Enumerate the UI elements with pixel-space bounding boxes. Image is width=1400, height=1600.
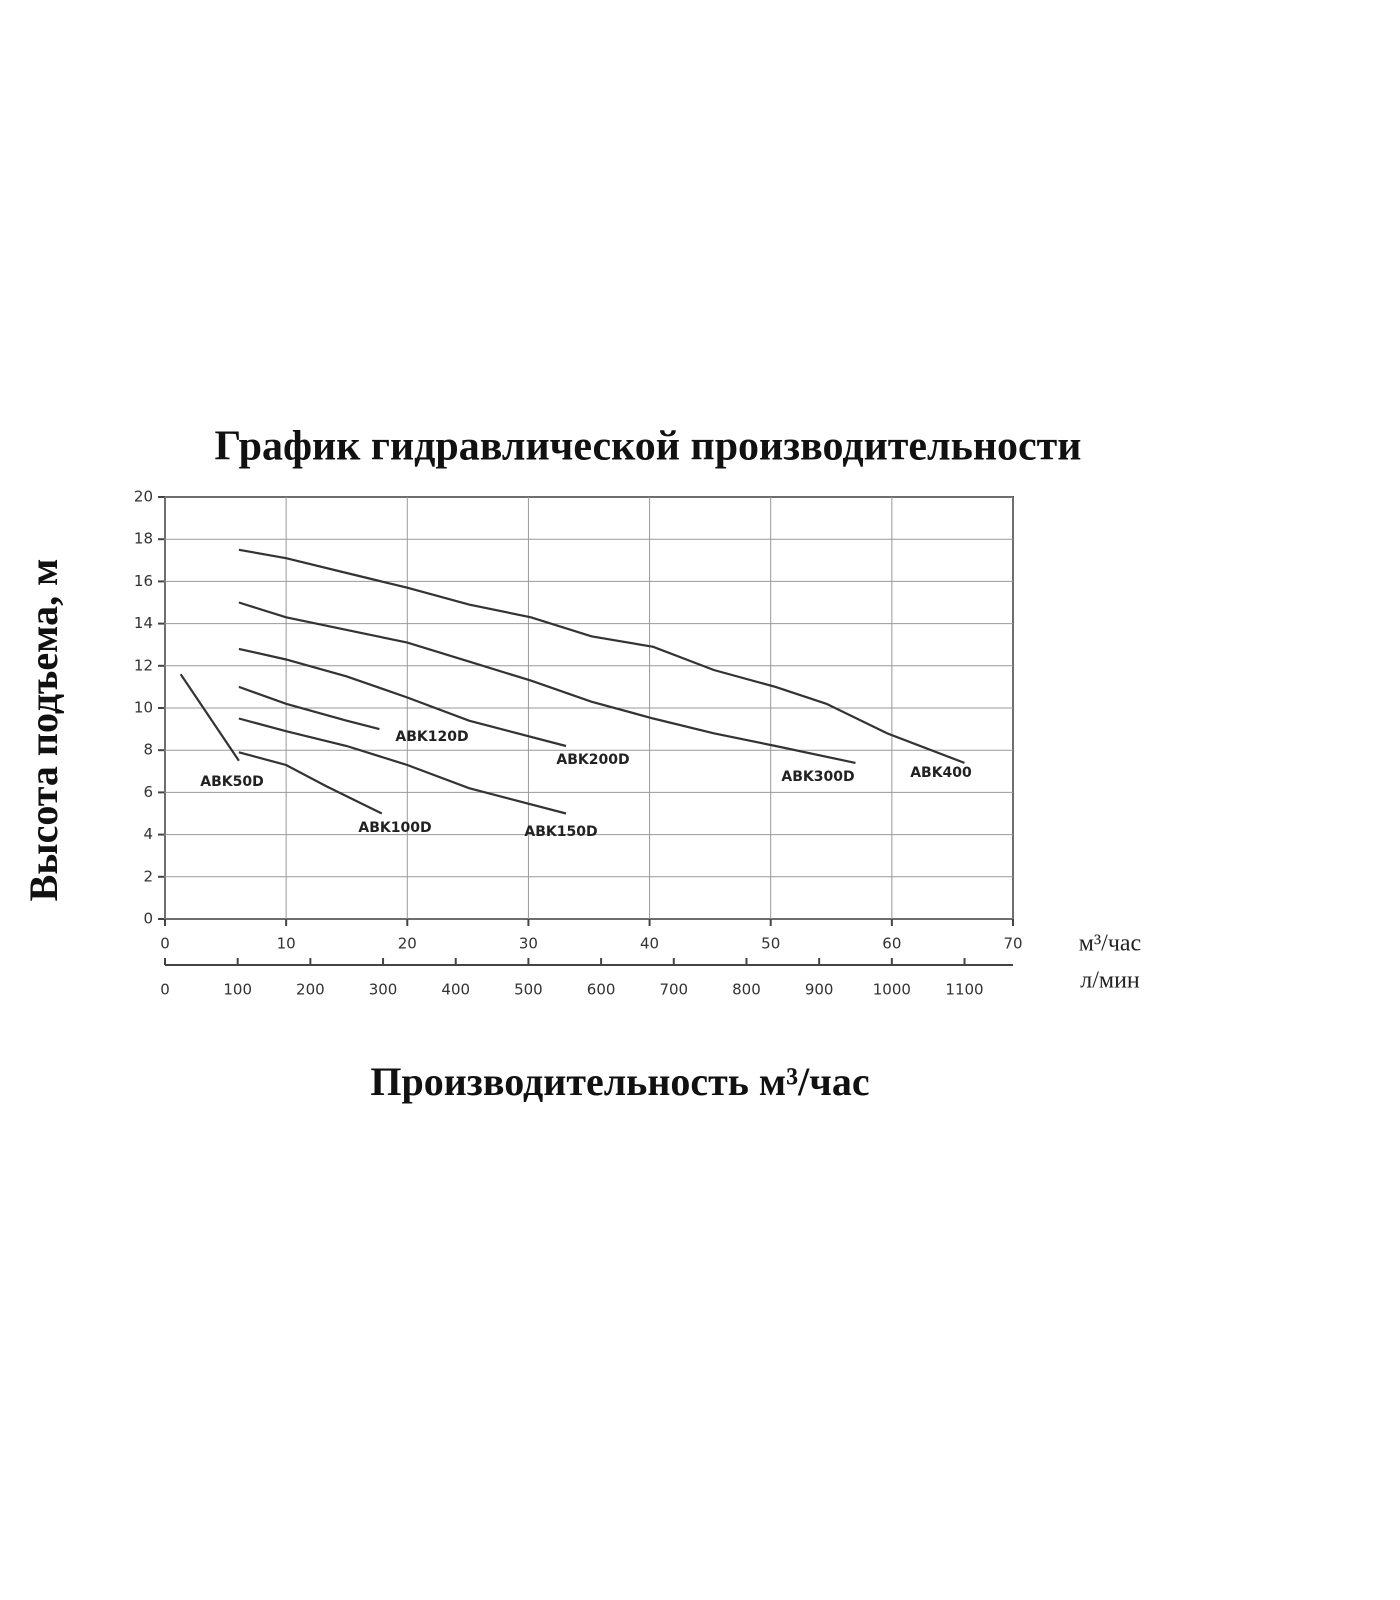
y-tick-label: 6 bbox=[143, 783, 153, 801]
series-label: ABK50D bbox=[200, 774, 263, 790]
y-tick-label: 14 bbox=[134, 614, 153, 632]
series-line bbox=[179, 673, 240, 762]
y-tick-label: 16 bbox=[134, 572, 153, 590]
x2-tick-label: 100 bbox=[223, 981, 252, 999]
series-line bbox=[238, 601, 856, 764]
series-label: ABK400 bbox=[910, 765, 972, 781]
series-label: ABK300D bbox=[781, 769, 854, 785]
x2-tick-label: 700 bbox=[659, 981, 688, 999]
y-tick-label: 18 bbox=[134, 530, 153, 548]
x2-tick-label: 900 bbox=[805, 981, 834, 999]
x2-tick-label: 200 bbox=[296, 981, 325, 999]
series-line bbox=[238, 548, 965, 764]
x2-tick-label: 600 bbox=[587, 981, 616, 999]
x-tick-label: 0 bbox=[160, 935, 170, 953]
x2-tick-label: 800 bbox=[732, 981, 761, 999]
x-tick-label: 50 bbox=[761, 935, 780, 953]
y-axis-label: Высота подъема, м bbox=[21, 559, 66, 902]
series-line bbox=[238, 717, 567, 815]
x2-tick-label: 1100 bbox=[945, 981, 983, 999]
x2-unit: л/мин bbox=[1080, 968, 1140, 994]
x2-tick-label: 1000 bbox=[873, 981, 911, 999]
series-label: ABK200D bbox=[556, 752, 629, 768]
x-axis-label: Производительность м³/час bbox=[370, 1059, 869, 1104]
series-label: ABK150D bbox=[524, 824, 597, 840]
x-tick-label: 40 bbox=[640, 935, 659, 953]
x-unit: м³/час bbox=[1079, 931, 1141, 957]
series-label: ABK100D bbox=[358, 820, 431, 836]
y-tick-label: 4 bbox=[143, 825, 153, 843]
series-label: ABK120D bbox=[395, 729, 468, 745]
x-tick-label: 70 bbox=[1003, 935, 1022, 953]
y-tick-label: 10 bbox=[134, 699, 153, 717]
series-line bbox=[238, 647, 567, 748]
y-tick-label: 20 bbox=[134, 488, 153, 506]
chart-title: График гидравлической производительности bbox=[215, 424, 1082, 470]
x-tick-label: 60 bbox=[882, 935, 901, 953]
series-line bbox=[238, 685, 380, 731]
y-tick-label: 8 bbox=[143, 741, 153, 759]
x-tick-label: 10 bbox=[277, 935, 296, 953]
x2-tick-label: 500 bbox=[514, 981, 543, 999]
x2-tick-label: 300 bbox=[369, 981, 398, 999]
y-tick-label: 2 bbox=[143, 867, 153, 885]
x2-tick-label: 0 bbox=[160, 981, 170, 999]
series-line bbox=[238, 751, 383, 815]
y-tick-label: 0 bbox=[143, 910, 153, 928]
y-tick-label: 12 bbox=[134, 656, 153, 674]
x-tick-label: 20 bbox=[398, 935, 417, 953]
x-tick-label: 30 bbox=[519, 935, 538, 953]
x2-tick-label: 400 bbox=[441, 981, 470, 999]
